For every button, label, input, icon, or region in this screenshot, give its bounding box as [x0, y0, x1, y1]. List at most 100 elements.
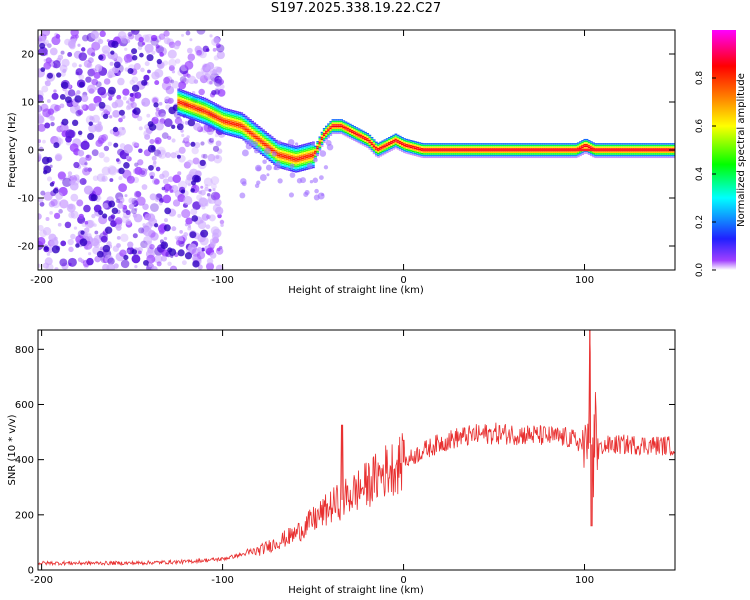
- ridge-cell: [533, 143, 537, 145]
- ridge-cell: [190, 108, 194, 110]
- ridge-cell: [229, 109, 233, 111]
- ridge-cell: [233, 125, 237, 128]
- noise-blob: [117, 148, 125, 156]
- ridge-cell: [335, 129, 339, 131]
- noise-blob: [42, 262, 50, 269]
- ridge-cell: [303, 155, 307, 158]
- ridge-cell: [602, 144, 606, 147]
- ridge-cell: [359, 129, 363, 131]
- ridge-cell: [281, 144, 285, 146]
- ridge-cell: [344, 131, 348, 133]
- ridge-cell: [212, 108, 215, 111]
- ridge-cell: [209, 105, 213, 108]
- ridge-cell: [437, 143, 441, 145]
- ridge-cell: [613, 154, 617, 157]
- noise-blob: [285, 167, 290, 171]
- ridge-cell: [222, 124, 226, 126]
- ridge-cell: [511, 146, 515, 148]
- ridge-cell: [240, 132, 244, 134]
- ridge-cell: [631, 143, 634, 145]
- noise-blob: [125, 210, 131, 216]
- ridge-cell: [268, 159, 272, 162]
- ridge-cell: [483, 153, 487, 155]
- noise-blob: [147, 69, 151, 74]
- ridge-cell: [455, 144, 459, 147]
- ridge-cell: [212, 117, 215, 119]
- ridge-cell: [520, 154, 524, 157]
- ridge-cell: [361, 142, 365, 144]
- ridge-cell: [424, 146, 428, 148]
- ridge-cell: [372, 147, 376, 150]
- noise-blob-strong: [75, 243, 80, 248]
- noise-blob: [289, 172, 296, 178]
- ridge-cell: [233, 135, 237, 138]
- ridge-cell: [553, 144, 556, 147]
- ridge-cell: [231, 121, 235, 124]
- ridge-cell: [433, 144, 437, 147]
- noise-blob: [200, 185, 204, 189]
- ridge-cell: [602, 156, 606, 159]
- ridge-cell: [550, 154, 554, 157]
- ridge-cell: [259, 132, 263, 135]
- noise-blob: [196, 251, 206, 260]
- ridge-cell: [572, 154, 576, 157]
- ridge-cell: [244, 124, 248, 126]
- ridge-cell: [272, 141, 276, 143]
- ridge-cell: [513, 146, 517, 148]
- ridge-cell: [266, 141, 270, 143]
- noise-blob: [107, 165, 117, 175]
- ridge-cell: [626, 156, 630, 159]
- ridge-cell: [576, 154, 580, 156]
- ridge-cell: [235, 126, 239, 128]
- noise-blob: [161, 132, 169, 140]
- ridge-cell: [303, 167, 307, 169]
- ridge-cell: [238, 123, 241, 125]
- noise-blob: [277, 140, 282, 145]
- noise-blob: [155, 166, 161, 172]
- ridge-cell: [668, 143, 671, 145]
- ridge-cell: [316, 149, 320, 151]
- ridge-cell: [277, 158, 281, 160]
- ridge-cell: [468, 153, 472, 155]
- ridge-cell: [633, 146, 637, 148]
- ridge-cell: [188, 102, 191, 104]
- ridge-cell: [542, 154, 545, 157]
- ridge-cell: [457, 154, 461, 157]
- ridge-cell: [477, 151, 480, 153]
- ridge-cell: [379, 141, 383, 144]
- ridge-cell: [220, 113, 224, 115]
- ridge-cell: [411, 150, 415, 153]
- ridge-cell: [422, 143, 426, 145]
- noise-blob: [214, 133, 219, 138]
- noise-blob: [214, 198, 222, 207]
- ridge-cell: [585, 147, 589, 149]
- ridge-cell: [199, 96, 202, 98]
- spectrogram-xlabel: Height of straight line (km): [288, 285, 424, 296]
- ridge-cell: [611, 153, 615, 155]
- noise-blob: [159, 173, 165, 180]
- noise-blob-strong: [56, 72, 62, 78]
- snr-xtick-label: 0: [400, 575, 406, 586]
- ridge-cell: [466, 156, 469, 159]
- ridge-cell: [214, 104, 218, 107]
- ridge-cell: [394, 145, 398, 147]
- noise-blob: [215, 264, 224, 270]
- ridge-cell: [583, 145, 587, 148]
- ridge-cell: [381, 140, 385, 142]
- ridge-cell: [283, 163, 287, 165]
- noise-blob: [144, 168, 148, 172]
- ridge-cell: [655, 144, 658, 147]
- ridge-cell: [348, 130, 352, 132]
- ridge-cell: [240, 125, 244, 128]
- noise-blob: [318, 175, 324, 181]
- snr-xlabel: Height of straight line (km): [288, 585, 424, 596]
- ridge-cell: [592, 154, 595, 156]
- ridge-cell: [394, 143, 398, 146]
- ridge-cell: [546, 153, 550, 155]
- ridge-cell: [479, 154, 482, 157]
- ridge-cell: [246, 137, 250, 139]
- ridge-cell: [322, 129, 326, 132]
- ridge-cell: [275, 139, 278, 142]
- ridge-cell: [342, 125, 346, 127]
- ridge-cell: [205, 108, 209, 111]
